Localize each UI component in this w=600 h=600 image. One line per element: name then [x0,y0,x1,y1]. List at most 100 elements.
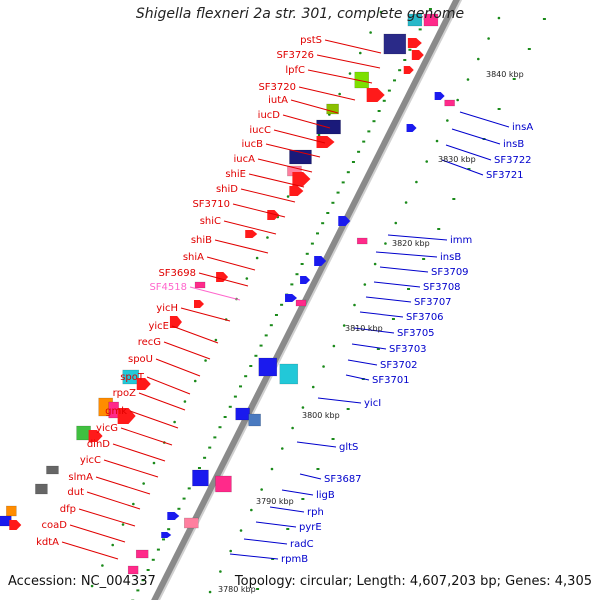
gene-label-slma: slmA [68,472,93,483]
gene-label-gmk: gmk [105,406,127,417]
leader-line [86,491,141,510]
gene-label-sf3708: SF3708 [423,282,461,293]
leader-line [223,220,277,235]
gene-label-ligb: ligB [316,490,335,501]
gene-block [279,363,299,385]
gene-label-sf3722: SF3722 [494,155,532,166]
tick-dot [369,31,372,34]
gene-label-sf3726: SF3726 [276,50,314,61]
tick-dash [362,140,366,143]
gene-arrow [117,408,136,424]
gene-block [194,281,206,289]
gene-label-sf3705: SF3705 [397,328,435,339]
tick-dot [348,72,352,75]
tick-dash [290,283,294,286]
tick-dash [437,228,441,230]
leader-line [163,341,211,360]
gene-label-rpmb: rpmB [281,554,308,565]
leader-line [375,251,438,258]
genome-title: Shigella flexneri 2a str. 301, complete … [135,6,465,22]
leader-line [307,69,373,84]
gene-label-iucd: iucD [258,110,281,121]
tick-dash [331,438,335,440]
gene-label-sf3706: SF3706 [406,312,444,323]
gene-block [356,237,368,245]
tick-dash [218,426,222,429]
tick-dash [269,324,273,327]
scale-label: 3810 kbp [345,324,383,333]
tick-dash [467,168,471,170]
tick-dot [384,242,387,245]
gene-label-spot: spoT [120,372,145,383]
gene-block [295,299,307,307]
gene-block [122,369,140,385]
gene-label-lpfc: lpfC [285,65,305,76]
tick-dash [497,108,501,110]
gene-label-sf3701: SF3701 [372,375,410,386]
tick-dash [259,344,263,347]
tick-dot [111,543,115,547]
tick-dot [497,16,501,20]
tick-dash [372,120,376,123]
gene-block [258,357,278,377]
tick-dash [271,558,275,560]
gene-block [184,517,199,529]
gene-block [215,475,232,493]
tick-dash [295,273,299,276]
gene-arrow [366,88,385,102]
gene-arrow [167,512,180,520]
gene-label-iucb: iucB [242,139,264,150]
tick-dash [316,232,320,235]
tick-dot [404,201,408,204]
leader-line [95,476,151,495]
tick-dot [363,283,367,286]
tick-dot [204,359,207,362]
gene-label-sf3709: SF3709 [431,267,469,278]
leader-line [317,397,362,404]
tick-dot [142,482,145,485]
tick-dot [121,523,125,526]
leader-line [298,86,356,101]
gene-arrow [289,186,304,196]
gene-label-rpoz: rpoZ [113,388,137,399]
tick-dot [379,10,383,14]
leader-line [232,203,286,218]
tick-dot [353,303,356,307]
tick-dash [280,303,284,306]
gene-arrow [411,50,424,60]
tick-dash [357,150,361,153]
tick-dot [280,447,284,450]
tick-dash [300,263,304,265]
gene-features [0,13,455,575]
tick-dot [425,160,429,163]
tick-dot [132,502,135,506]
gene-arrow [88,430,103,442]
leader-line [347,359,378,366]
leader-line [379,266,429,273]
leader-line [198,272,249,287]
tick-dot [332,344,336,348]
tick-dash [452,198,456,200]
leader-line [189,286,241,301]
leader-line [387,234,448,241]
leader-line [206,256,256,271]
tick-dash [326,212,330,214]
gene-label-yici: yicI [364,398,381,409]
leader-line [353,327,395,334]
gene-block [235,407,250,421]
leader-line [214,239,269,254]
tick-dash [187,487,191,490]
tick-dot [152,461,156,465]
gene-label-kdta: kdtA [36,537,59,548]
tick-dot [342,324,346,327]
leader-line [120,427,173,446]
tick-dash [346,408,350,410]
tick-dash [542,18,546,20]
tick-dot [456,98,459,102]
tick-dash [316,468,320,470]
tick-dot [260,488,263,491]
tick-dash [156,548,160,551]
tick-dash [376,348,380,350]
tick-dot [322,365,325,368]
gene-arrow [407,38,422,48]
